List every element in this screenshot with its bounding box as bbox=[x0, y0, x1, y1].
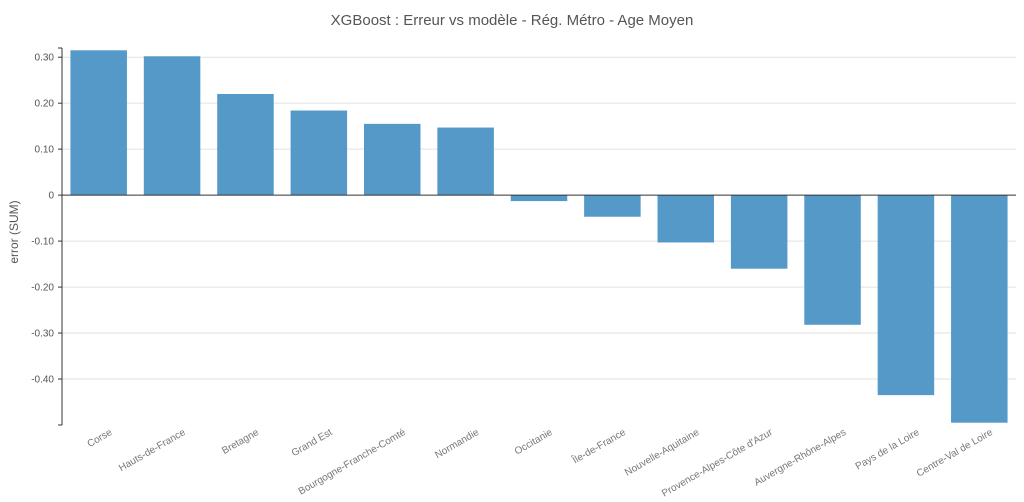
bar bbox=[510, 195, 568, 202]
x-tick-label: Corse bbox=[86, 427, 115, 450]
bar bbox=[877, 195, 935, 396]
chart-title: XGBoost : Erreur vs modèle - Rég. Métro … bbox=[331, 12, 694, 29]
x-tick-labels: Corse Hauts-de-France Bretagne Grand EstBou… bbox=[86, 425, 996, 499]
x-tick-label: Normandie bbox=[433, 427, 481, 461]
x-tick-label: Centre-Val de Loire bbox=[915, 427, 995, 480]
bar bbox=[951, 195, 1008, 423]
y-tick-label: -0.10 bbox=[31, 237, 54, 248]
bar bbox=[290, 110, 348, 196]
bar bbox=[804, 195, 861, 325]
x-tick-label: Île-de-France bbox=[569, 425, 628, 467]
x-tick-label: Grand Est bbox=[290, 427, 335, 459]
y-tick-label: 0.10 bbox=[35, 145, 55, 156]
axes bbox=[61, 48, 1016, 425]
x-tick-label: Bretagne bbox=[220, 427, 261, 457]
y-tick-label: -0.30 bbox=[31, 329, 54, 340]
grid-lines bbox=[58, 47, 1016, 426]
bar bbox=[584, 195, 641, 217]
bar bbox=[143, 56, 201, 196]
bar bbox=[657, 195, 715, 243]
x-tick-label: Occitanie bbox=[513, 427, 555, 458]
y-tick-labels: 0.30 0.20 0.10 0 -0.10 -0.20 -0.30 -0.40 bbox=[31, 53, 54, 386]
bar bbox=[217, 93, 274, 196]
x-tick-label: Nouvelle-Aquitaine bbox=[623, 427, 702, 479]
bar bbox=[437, 127, 494, 196]
y-tick-label: 0.30 bbox=[35, 53, 55, 64]
y-tick-label: 0.20 bbox=[35, 99, 55, 110]
x-tick-label: Pays de la Loire bbox=[854, 427, 922, 473]
bar bbox=[730, 195, 788, 269]
y-tick-label: -0.40 bbox=[31, 375, 54, 386]
bar bbox=[363, 123, 421, 196]
y-tick-label: -0.20 bbox=[31, 283, 54, 294]
x-tick-label: Hauts-de-France bbox=[117, 427, 188, 474]
y-tick-label: 0 bbox=[48, 191, 54, 202]
bar bbox=[70, 50, 127, 196]
bars bbox=[70, 50, 1008, 423]
y-axis-label: error (SUM) bbox=[7, 200, 21, 263]
